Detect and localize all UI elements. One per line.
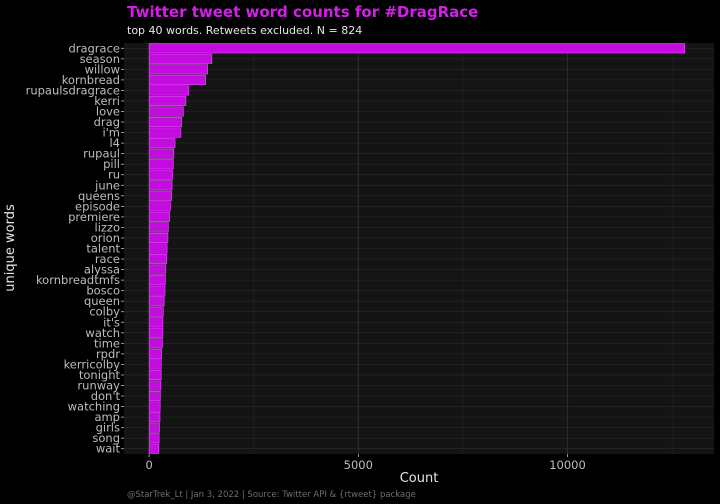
y-tick-label: rupaul	[83, 147, 120, 161]
bar-23	[148, 285, 166, 296]
bar-5	[148, 95, 187, 107]
bar-26	[148, 317, 164, 328]
y-tick-label: ru	[108, 168, 120, 182]
y-tick-label: girls	[96, 421, 120, 435]
y-tick-label: wait	[96, 442, 121, 456]
y-tick-label: kornbread	[62, 73, 120, 87]
bar-2	[148, 64, 208, 75]
y-tick-label: season	[80, 52, 120, 66]
bar-1	[148, 53, 213, 64]
bar-32	[148, 380, 162, 391]
bar-36	[148, 422, 160, 433]
x-tick-label: 5000	[344, 458, 373, 472]
bar-31	[148, 369, 162, 381]
bar-34	[148, 401, 161, 412]
y-tick-label: kornbreadtmfs	[36, 273, 120, 287]
bar-24	[148, 296, 165, 307]
bar-21	[148, 264, 167, 275]
y-tick-label: queens	[78, 189, 120, 203]
bar-6	[148, 106, 184, 117]
y-tick-label: time	[94, 336, 120, 350]
y-tick-label: june	[94, 178, 120, 192]
y-tick-label: l4	[109, 136, 120, 150]
y-tick-label: tonight	[79, 368, 121, 382]
x-tick-label: 0	[145, 458, 152, 472]
y-tick-label: rpdr	[96, 347, 120, 361]
y-tick-label: colby	[89, 305, 120, 319]
bars	[148, 43, 686, 454]
y-tick-label: kerri	[94, 94, 120, 108]
bar-28	[148, 338, 163, 349]
y-tick-label: love	[96, 105, 120, 119]
y-tick-label: premiere	[68, 210, 120, 224]
y-tick-label: race	[95, 252, 120, 266]
chart-subtitle: top 40 words. Retweets excluded. N = 824	[127, 24, 362, 37]
bar-29	[148, 348, 162, 359]
bar-10	[148, 148, 175, 159]
y-tick-label: alyssa	[84, 263, 120, 277]
bar-15	[148, 201, 171, 212]
x-tick-label: 10000	[549, 458, 586, 472]
y-tick-label: don't	[91, 389, 121, 403]
x-tick-labels: 0 5000 10000	[145, 454, 586, 472]
bar-37	[148, 433, 160, 444]
y-tick-label: song	[92, 431, 120, 445]
bar-27	[148, 327, 164, 338]
bar-25	[148, 306, 164, 317]
bar-33	[148, 390, 161, 402]
y-tick-label: willow	[85, 62, 120, 76]
chart-title: Twitter tweet word counts for #DragRace	[127, 3, 478, 21]
bar-17	[148, 222, 169, 233]
bar-35	[148, 412, 161, 423]
y-axis-title: unique words	[3, 204, 18, 292]
y-tick-label: orion	[91, 231, 120, 245]
bar-3	[148, 74, 206, 85]
bar-18	[148, 232, 169, 244]
y-tick-label: drag	[94, 115, 120, 129]
bar-4	[148, 85, 190, 96]
bar-7	[148, 116, 183, 128]
y-tick-label: pill	[103, 157, 120, 171]
y-tick-label: dragrace	[68, 41, 120, 55]
grid	[124, 43, 714, 454]
y-tick-label: it's	[103, 315, 120, 329]
y-tick-label: bosco	[86, 284, 120, 298]
bar-20	[148, 253, 167, 265]
bar-16	[148, 211, 170, 222]
bar-19	[148, 243, 168, 254]
bar-11	[148, 159, 174, 170]
y-tick-label: lizzo	[95, 220, 121, 234]
y-tick-label: amp	[94, 410, 120, 424]
bar-0	[148, 43, 686, 54]
x-axis-title: Count	[400, 471, 439, 486]
y-tick-label: watch	[85, 326, 120, 340]
y-tick-label: watching	[68, 400, 120, 414]
y-tick-labels: dragraceseasonwillowkornbreadrupaulsdrag…	[26, 41, 124, 456]
y-tick-label: kerricolby	[64, 357, 121, 371]
bar-22	[148, 275, 166, 286]
y-tick-label: talent	[86, 242, 120, 256]
bar-8	[148, 127, 182, 138]
bar-12	[148, 169, 173, 180]
bar-30	[148, 359, 162, 370]
bar-38	[148, 443, 160, 454]
chart-caption: @StarTrek_Lt | Jan 3, 2022 | Source: Twi…	[127, 490, 416, 500]
y-tick-label: queen	[84, 294, 120, 308]
bar-13	[148, 180, 173, 191]
bar-9	[148, 138, 176, 149]
y-tick-label: episode	[75, 199, 120, 213]
y-tick-label: runway	[77, 379, 120, 393]
y-tick-label: i'm	[102, 126, 120, 140]
bar-14	[148, 190, 173, 201]
y-tick-label: rupaulsdragrace	[26, 83, 120, 97]
